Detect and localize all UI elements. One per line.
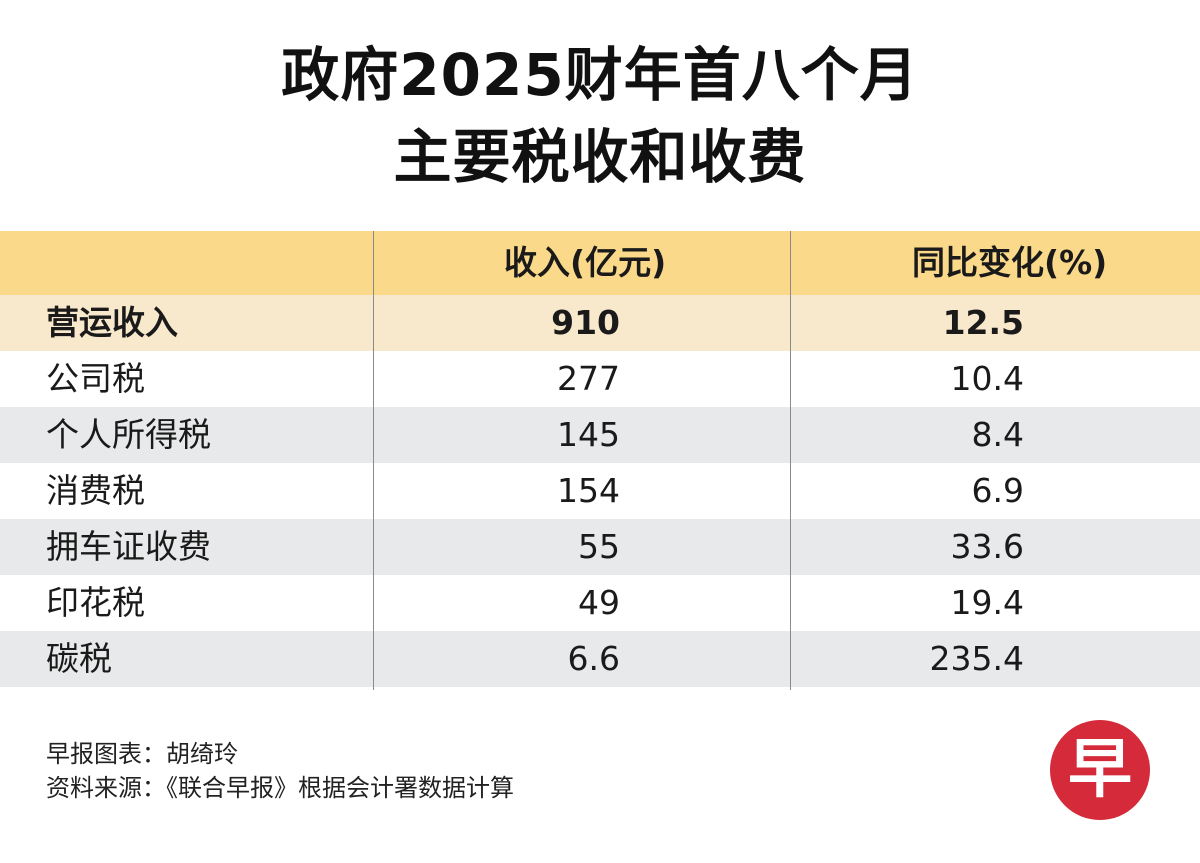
row-revenue: 910 [551,295,620,351]
row-revenue: 145 [557,407,620,463]
row-yoy: 6.9 [972,463,1024,519]
row-revenue: 55 [578,519,620,575]
row-name: 印花税 [46,575,145,631]
row-yoy: 19.4 [951,575,1024,631]
row-name: 公司税 [46,351,145,407]
table-row: 碳税 6.6 235.4 [0,631,1200,687]
table-row: 印花税 49 19.4 [0,575,1200,631]
row-revenue: 154 [557,463,620,519]
table-row: 拥车证收费 55 33.6 [0,519,1200,575]
table-header-row: 收入(亿元) 同比变化(%) [0,231,1200,295]
title-line-2: 主要税收和收费 [0,116,1200,198]
column-header-yoy: 同比变化(%) [912,231,1107,295]
row-yoy: 33.6 [951,519,1024,575]
table-row: 公司税 277 10.4 [0,351,1200,407]
row-revenue: 49 [578,575,620,631]
row-name: 营运收入 [46,295,178,351]
row-name: 拥车证收费 [46,519,211,575]
chart-credit: 早报图表：胡绮玲 [46,738,238,770]
row-name: 消费税 [46,463,145,519]
column-divider [790,231,791,690]
table-row: 个人所得税 145 8.4 [0,407,1200,463]
row-revenue: 277 [557,351,620,407]
data-source: 资料来源：《联合早报》根据会计署数据计算 [46,772,514,804]
data-table: 收入(亿元) 同比变化(%) 营运收入 910 12.5 公司税 277 10.… [0,231,1200,687]
row-name: 碳税 [46,631,112,687]
table-row: 营运收入 910 12.5 [0,295,1200,351]
row-yoy: 235.4 [930,631,1024,687]
zaobao-logo: 早 [1050,720,1150,820]
title-line-1: 政府2025财年首八个月 [0,34,1200,116]
row-yoy: 8.4 [972,407,1024,463]
column-header-revenue: 收入(亿元) [504,231,666,295]
row-name: 个人所得税 [46,407,211,463]
row-revenue: 6.6 [568,631,620,687]
row-yoy: 12.5 [943,295,1024,351]
chart-title: 政府2025财年首八个月 主要税收和收费 [0,34,1200,198]
table-row: 消费税 154 6.9 [0,463,1200,519]
row-yoy: 10.4 [951,351,1024,407]
column-divider [373,231,374,690]
